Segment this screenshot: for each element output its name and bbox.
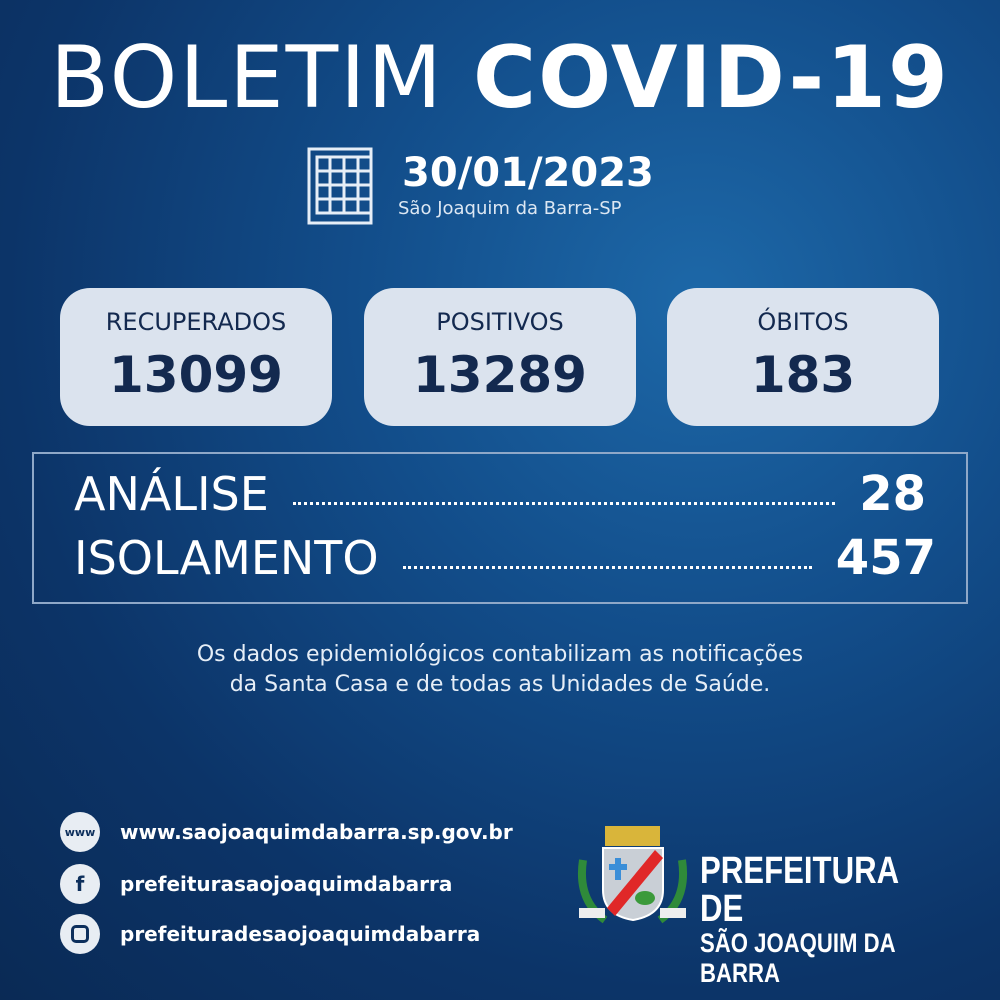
bulletin-date: 30/01/2023: [402, 150, 654, 196]
page-title: BOLETIM COVID-19: [50, 28, 950, 128]
dotted-leader: [402, 565, 812, 569]
instagram-link[interactable]: prefeituradesaojoaquimdabarra: [60, 914, 480, 954]
card-obitos: ÓBITOS 183: [667, 288, 939, 426]
prefeitura-brand: PREFEITURA DE SÃO JOAQUIM DA BARRA: [700, 850, 898, 988]
website-link[interactable]: www www.saojoaquimdabarra.sp.gov.br: [60, 812, 513, 852]
details-box: ANÁLISE 28 ISOLAMENTO 457: [32, 452, 968, 604]
globe-icon: www: [60, 812, 100, 852]
detail-analise: ANÁLISE 28: [74, 466, 926, 522]
calendar-icon: [307, 147, 373, 225]
footnote: Os dados epidemiológicos contabilizam as…: [196, 642, 804, 697]
instagram-icon: [60, 914, 100, 954]
dotted-leader: [292, 501, 836, 505]
facebook-icon: f: [60, 864, 100, 904]
detail-isolamento: ISOLAMENTO 457: [74, 530, 936, 586]
card-positivos: POSITIVOS 13289: [364, 288, 636, 426]
city-label: São Joaquim da Barra-SP: [398, 198, 622, 219]
municipal-seal-logo: [578, 826, 687, 924]
facebook-link[interactable]: f prefeiturasaojoaquimdabarra: [60, 864, 452, 904]
card-recuperados: RECUPERADOS 13099: [60, 288, 332, 426]
